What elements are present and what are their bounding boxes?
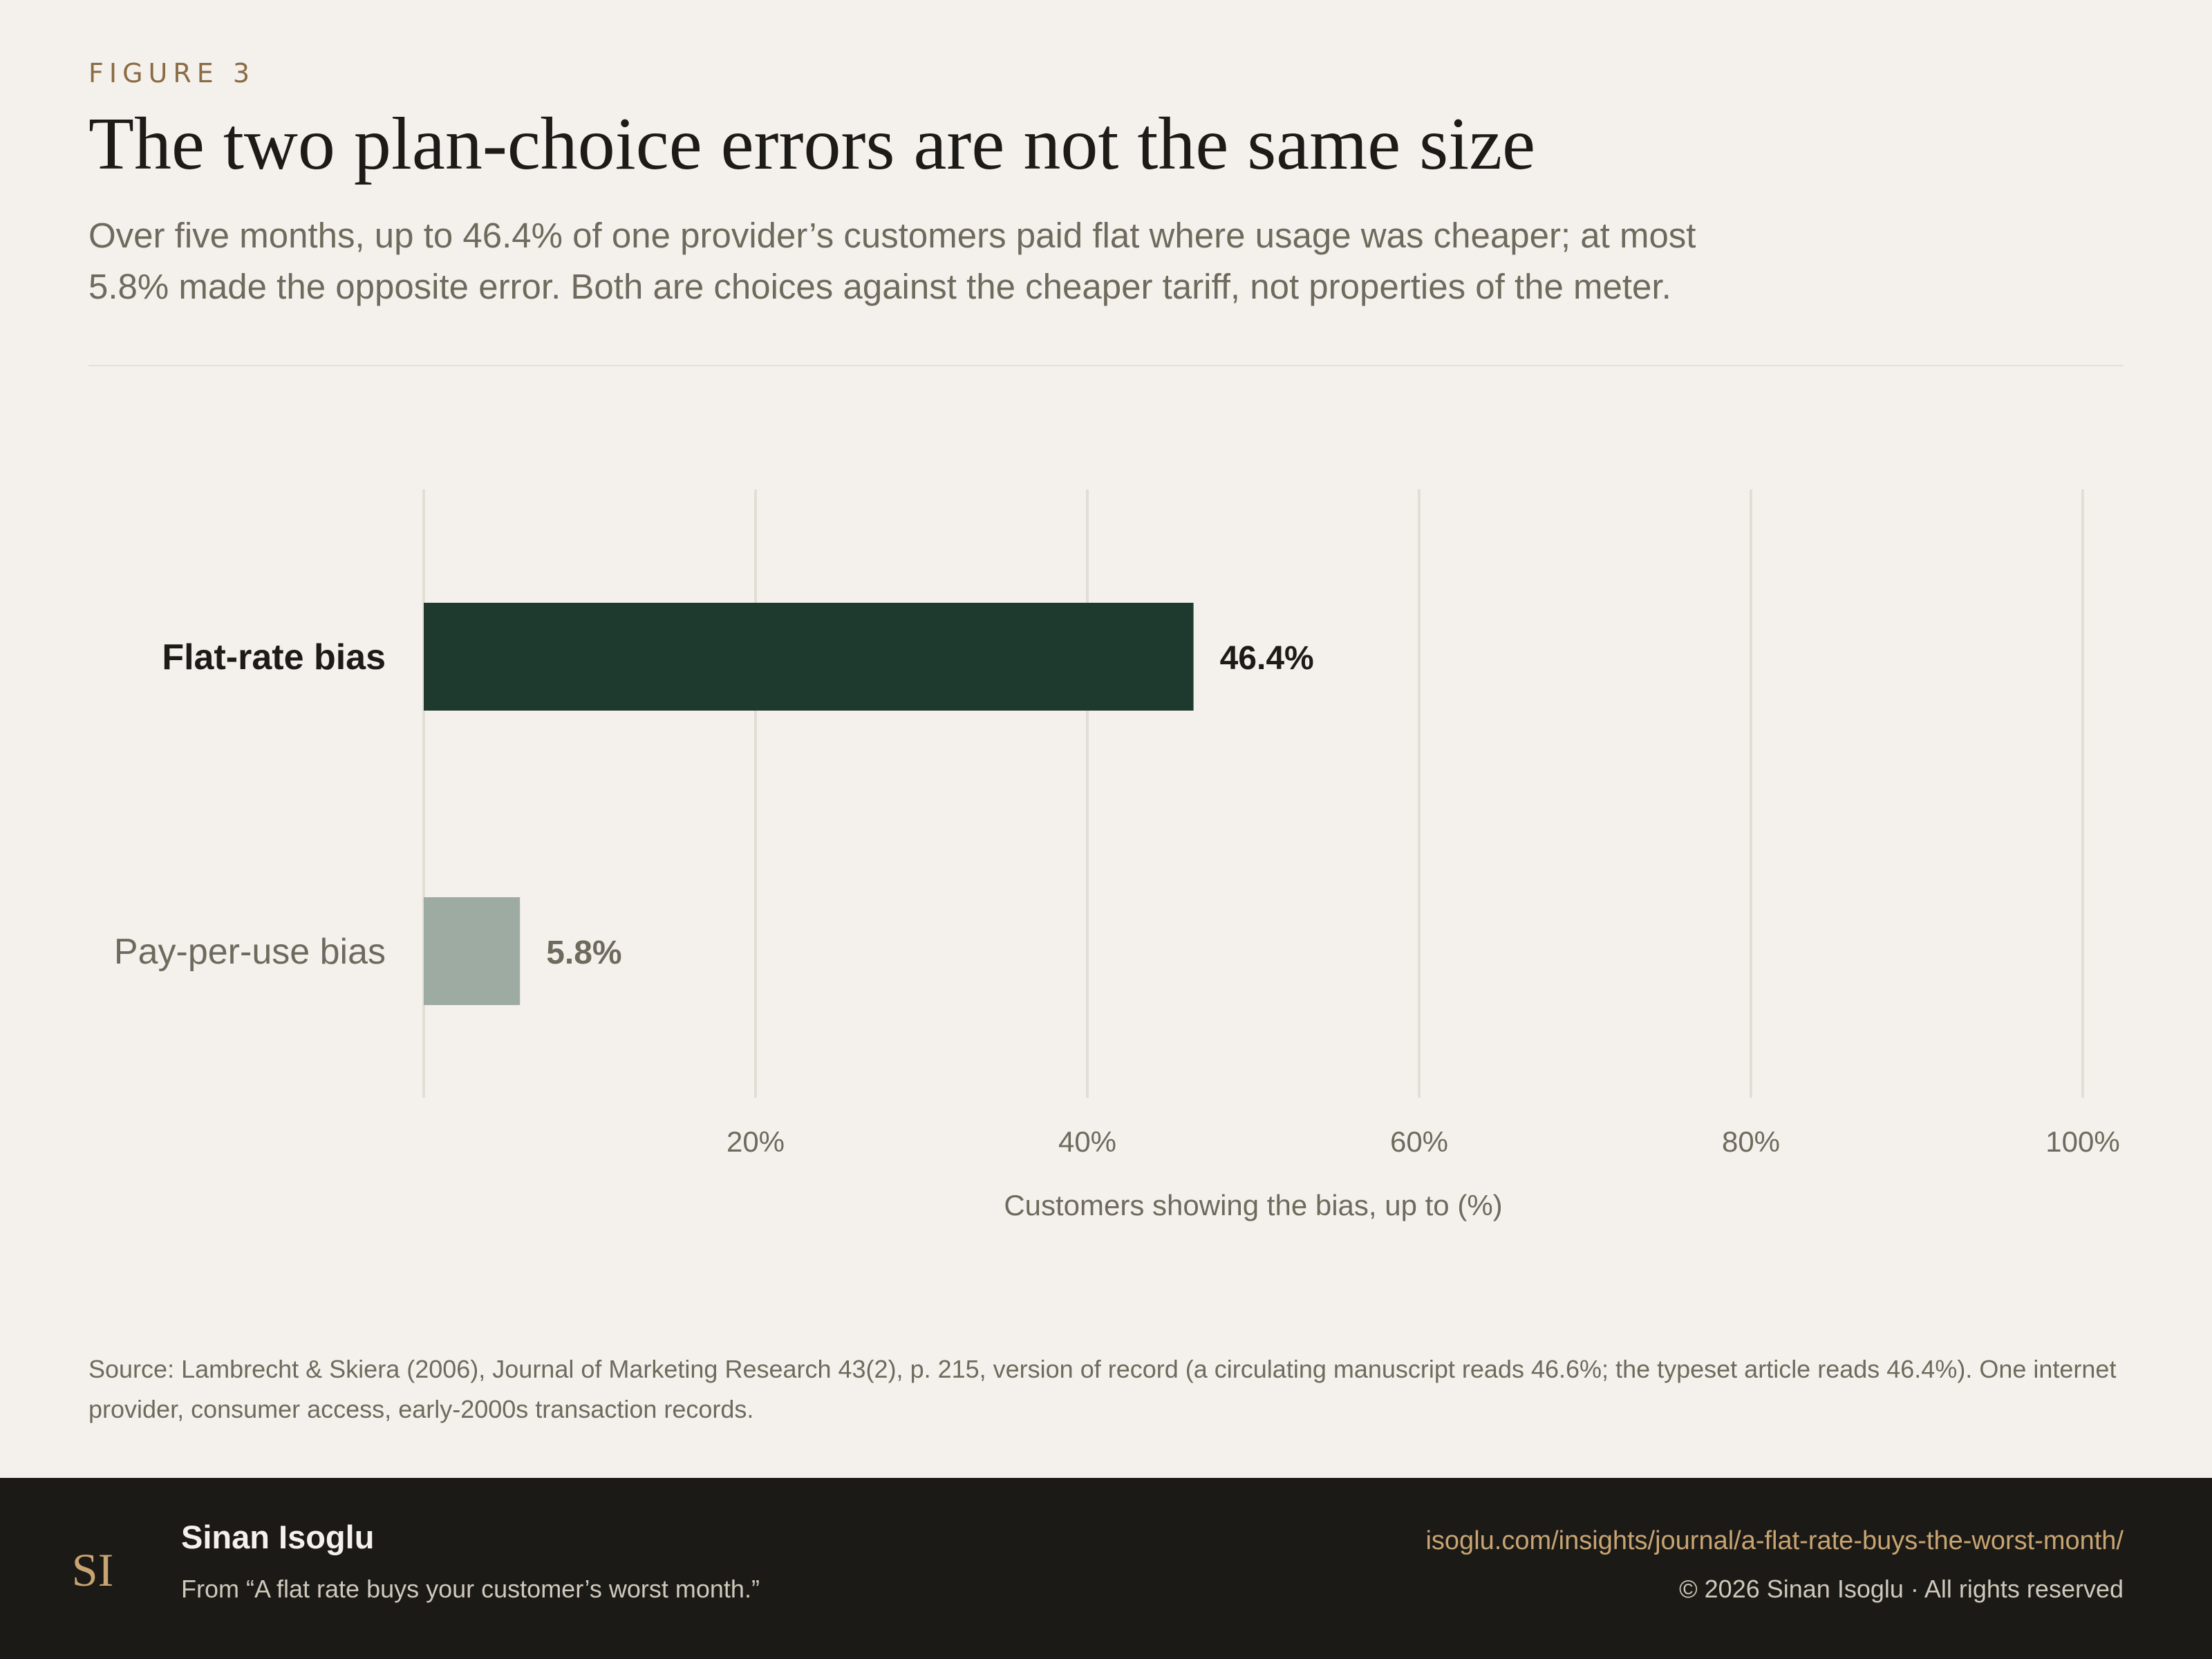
bar (424, 603, 1194, 711)
figure-label: FIGURE 3 (88, 58, 255, 88)
page-title: The two plan-choice errors are not the s… (88, 103, 1536, 185)
category-labels: Flat-rate bias Pay-per-use bias (114, 637, 386, 972)
author-name: Sinan Isoglu (181, 1519, 375, 1555)
x-axis-label: Customers showing the bias, up to (%) (1004, 1189, 1502, 1221)
article-link[interactable]: isoglu.com/insights/journal/a-flat-rate-… (1425, 1526, 2124, 1555)
category-label: Pay-per-use bias (114, 932, 386, 972)
value-labels: 46.4% 5.8% (546, 640, 1314, 971)
bars (424, 603, 1194, 1005)
footer: SI Sinan Isoglu From “A flat rate buys y… (0, 1478, 2212, 1659)
tick-labels: 20% 40% 60% 80% 100% (727, 1125, 2120, 1158)
bar-chart: Flat-rate bias Pay-per-use bias 46.4% 5.8%… (114, 489, 2120, 1221)
x-tick-label: 100% (2045, 1125, 2119, 1158)
monogram-logo: SI (72, 1544, 113, 1596)
svg-text:SI: SI (72, 1544, 113, 1596)
gridlines (422, 489, 2084, 1098)
x-tick-label: 40% (1058, 1125, 1116, 1158)
bar (424, 897, 521, 1005)
category-label: Flat-rate bias (162, 637, 386, 677)
article-reference: From “A flat rate buys your customer’s w… (181, 1575, 760, 1603)
x-tick-label: 60% (1390, 1125, 1448, 1158)
source-note: Source: Lambrecht & Skiera (2006), Journ… (88, 1355, 2117, 1423)
x-tick-label: 80% (1722, 1125, 1780, 1158)
header-divider (88, 365, 2124, 366)
data-label: 5.8% (546, 935, 621, 971)
x-tick-label: 20% (727, 1125, 785, 1158)
copyright: © 2026 Sinan Isoglu · All rights reserve… (1679, 1575, 2124, 1603)
subtitle: Over five months, up to 46.4% of one pro… (88, 216, 1696, 306)
data-label: 46.4% (1220, 640, 1314, 677)
